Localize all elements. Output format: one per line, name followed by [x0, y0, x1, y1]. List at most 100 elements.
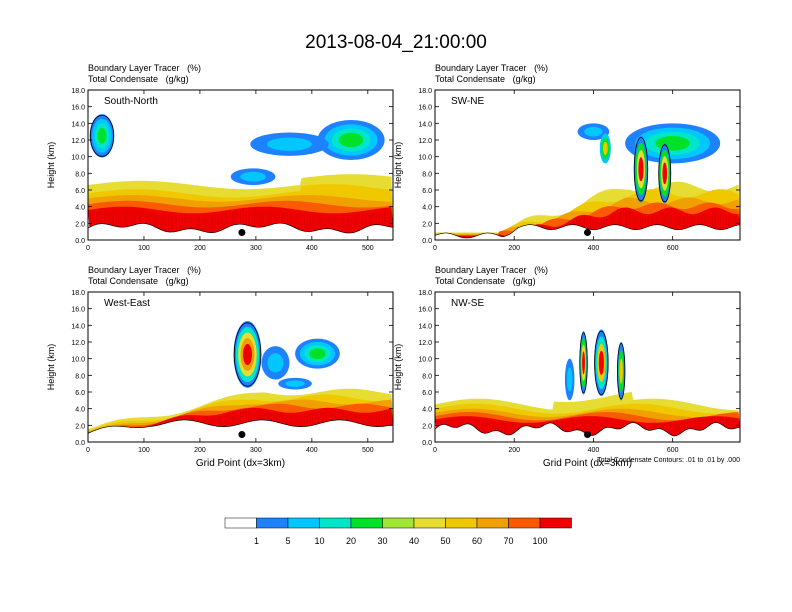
panel-name: NW-SE — [451, 298, 484, 309]
panel-2-label2: Total Condensate (g/kg) — [88, 276, 189, 286]
x-tick-label: 600 — [667, 447, 679, 454]
cloud-shape — [243, 343, 252, 366]
colorbar-label: 10 — [314, 536, 324, 546]
panel-3-label2: Total Condensate (g/kg) — [435, 276, 536, 286]
plot-area — [88, 114, 393, 240]
x-tick-label: 0 — [86, 447, 90, 454]
colorbar-box — [350, 517, 383, 529]
terrain-fill — [435, 422, 740, 442]
x-tick-label: 400 — [306, 245, 318, 252]
y-tick-label: 8.0 — [422, 171, 432, 178]
colorbar-box — [445, 517, 478, 529]
condensate-contour — [233, 322, 262, 387]
panel-west-east: 0.0 2.0 4.0 6.0 8.0 10.0 12.0 14.0 16.0 18.0 0 100 2… — [46, 290, 394, 469]
cloud-shape — [619, 358, 623, 384]
cloud-shape — [602, 141, 608, 155]
panel-3-label1: Boundary Layer Tracer (%) — [435, 265, 549, 275]
condensate-contour — [617, 343, 626, 400]
y-tick-label: 8.0 — [75, 373, 85, 380]
x-tick-label: 100 — [138, 447, 150, 454]
x-axis-label: Grid Point (dx=3km) — [196, 458, 285, 469]
panel-2-label1: Boundary Layer Tracer (%) — [88, 265, 202, 275]
panel-0-label2: Total Condensate (g/kg) — [88, 74, 189, 84]
y-tick-label: 4.0 — [422, 205, 432, 212]
y-tick-label: 4.0 — [75, 407, 85, 414]
x-tick-label: 0 — [433, 447, 437, 454]
cloud-shape — [309, 348, 326, 360]
y-tick-label: 12.0 — [418, 138, 432, 145]
x-axis-label: Grid Point (dx=3km) — [543, 458, 632, 469]
colorbar-box — [476, 517, 509, 529]
y-tick-label: 2.0 — [422, 221, 432, 228]
cloud-shape — [584, 126, 603, 137]
y-tick-label: 14.0 — [71, 121, 85, 128]
location-marker — [238, 431, 246, 438]
panel-nw-se: 0.0 2.0 4.0 6.0 8.0 10.0 12.0 14.0 16.0 18.0 0 200 4… — [393, 290, 741, 469]
y-tick-label: 14.0 — [418, 323, 432, 330]
panel-1-label1: Boundary Layer Tracer (%) — [435, 63, 549, 73]
condensate-contour — [633, 137, 649, 202]
cloud-shape — [662, 162, 668, 185]
y-tick-label: 0.0 — [75, 238, 85, 245]
panel-0-label1: Boundary Layer Tracer (%) — [88, 63, 202, 73]
y-tick-label: 6.0 — [75, 390, 85, 397]
cloud-shape — [285, 380, 305, 388]
plot-frame — [434, 291, 741, 443]
condensate-contour — [658, 144, 672, 203]
x-tick-label: 500 — [362, 245, 374, 252]
x-tick-label: 0 — [86, 245, 90, 252]
panel-name: SW-NE — [451, 96, 484, 107]
y-tick-label: 10.0 — [71, 155, 85, 162]
cloud-shape — [655, 136, 690, 151]
colorbar-label: 70 — [503, 536, 513, 546]
x-tick-label: 100 — [138, 245, 150, 252]
y-tick-label: 10.0 — [71, 357, 85, 364]
panel-south-north: 0.0 2.0 4.0 6.0 8.0 10.0 12.0 14.0 16.0 18.0 0 100 2… — [46, 88, 394, 252]
y-tick-label: 18.0 — [418, 88, 432, 95]
plot-area — [88, 321, 393, 442]
y-axis-label: Height (km) — [393, 142, 403, 189]
y-tick-label: 4.0 — [75, 205, 85, 212]
colorbar-label: 50 — [440, 536, 450, 546]
y-axis-label: Height (km) — [393, 344, 403, 391]
colorbar-label: 60 — [472, 536, 482, 546]
y-tick-label: 16.0 — [418, 307, 432, 314]
y-tick-label: 16.0 — [71, 105, 85, 112]
colorbar-box — [256, 517, 289, 529]
colorbar-box — [224, 517, 257, 529]
x-tick-label: 200 — [508, 245, 520, 252]
colorbar-label: 1 — [254, 536, 259, 546]
panel-1-label2: Total Condensate (g/kg) — [435, 74, 536, 84]
y-tick-label: 12.0 — [71, 138, 85, 145]
x-tick-label: 500 — [362, 447, 374, 454]
y-tick-label: 18.0 — [71, 88, 85, 95]
cloud-shape — [267, 353, 284, 373]
x-tick-label: 0 — [433, 245, 437, 252]
panel-name: South-North — [104, 96, 158, 107]
y-axis-label: Height (km) — [46, 344, 56, 391]
location-marker — [584, 431, 591, 438]
colorbar-box — [539, 517, 572, 529]
x-tick-label: 300 — [250, 447, 262, 454]
cloud-shape — [266, 137, 312, 151]
colorbar-box — [319, 517, 352, 529]
x-tick-label: 400 — [588, 447, 600, 454]
cloud-shape — [566, 367, 573, 392]
plot-frame — [434, 89, 741, 241]
x-tick-label: 200 — [194, 245, 206, 252]
y-tick-label: 18.0 — [71, 290, 85, 297]
y-tick-label: 0.0 — [422, 238, 432, 245]
y-tick-label: 0.0 — [422, 440, 432, 447]
y-tick-label: 2.0 — [75, 423, 85, 430]
y-tick-label: 2.0 — [75, 221, 85, 228]
location-marker — [584, 229, 591, 236]
y-tick-label: 14.0 — [71, 323, 85, 330]
y-tick-label: 0.0 — [75, 440, 85, 447]
colorbar-label: 40 — [409, 536, 419, 546]
y-tick-label: 14.0 — [418, 121, 432, 128]
y-tick-label: 10.0 — [418, 155, 432, 162]
plot-frame — [87, 89, 394, 241]
y-tick-label: 2.0 — [422, 423, 432, 430]
y-tick-label: 16.0 — [418, 105, 432, 112]
x-tick-label: 400 — [306, 447, 318, 454]
